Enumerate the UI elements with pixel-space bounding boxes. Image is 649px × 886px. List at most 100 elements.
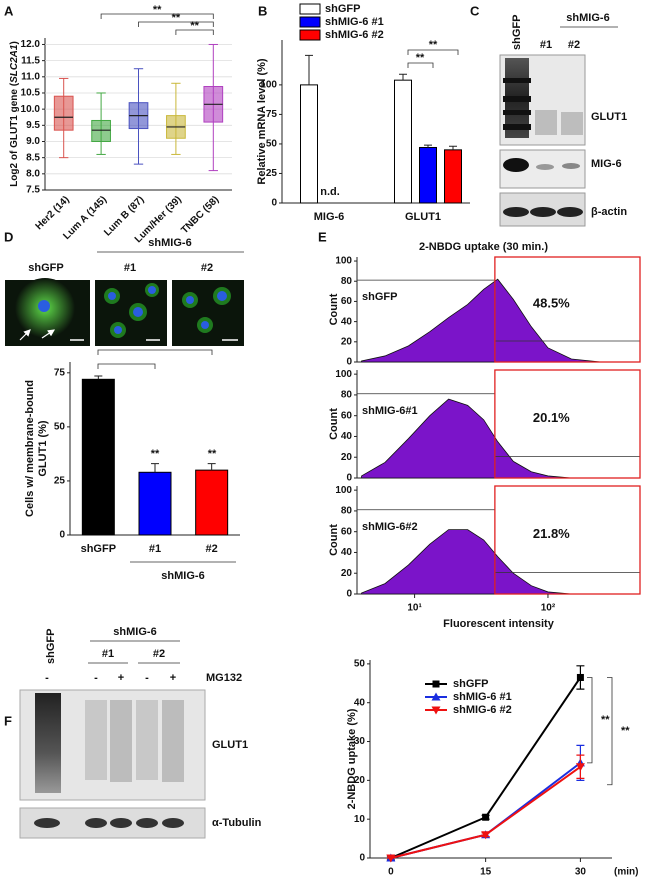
blot-band	[503, 110, 531, 115]
group-label: shMIG-6	[148, 237, 191, 249]
sample-label: shMIG-6#2	[362, 521, 418, 533]
blot-c: shGFP shMIG-6 #1 #2 GLUT1 MIG-6 β-actin	[499, 12, 627, 227]
y-tick-label: 100	[335, 485, 352, 496]
y-tick-label: 20	[341, 452, 353, 463]
y-tick-label: 25	[266, 168, 278, 179]
blot-f: shGFP shMIG-6 #1 #2 - - + - + MG132 GLUT…	[19, 626, 262, 839]
x-tick-label: #2	[206, 543, 218, 555]
significance-label: **	[153, 4, 162, 16]
y-axis-label: Relative mRNA level (%)	[256, 58, 268, 184]
band-label: MIG-6	[591, 158, 622, 170]
y-tick-label: 40	[341, 431, 353, 442]
arrow	[19, 329, 31, 341]
blot-smear	[535, 110, 557, 135]
nucleus	[108, 292, 116, 300]
panel-label: C	[470, 3, 480, 18]
blot-band	[530, 207, 556, 217]
blot-band	[503, 96, 531, 102]
significance-bracket	[138, 21, 214, 27]
y-tick-label: 80	[341, 506, 353, 517]
gate	[494, 256, 641, 363]
y-tick-label: 75	[266, 109, 278, 120]
blot-band	[34, 818, 60, 828]
y-tick-label: 20	[341, 568, 353, 579]
y-tick-label: 80	[341, 276, 353, 287]
y-tick-label: 0	[346, 589, 352, 600]
y-tick-label: 100	[335, 369, 352, 380]
box	[91, 119, 111, 142]
x-tick-label: Her2 (14)	[34, 194, 72, 232]
marker	[431, 706, 441, 715]
gate	[494, 485, 641, 595]
y-tick-label: 11.5	[21, 55, 40, 66]
y-tick-label: 100	[335, 256, 352, 267]
marker	[575, 763, 585, 772]
y-tick-label: 10	[354, 814, 366, 825]
blot-smear	[110, 700, 132, 782]
band-label: β-actin	[591, 206, 627, 218]
y-tick-label: 75	[54, 367, 66, 378]
panel-label: D	[4, 229, 13, 244]
box	[53, 95, 74, 131]
y-axis-label-part: Log2 of GLUT1 gene (	[9, 82, 20, 187]
significance-label: **	[601, 714, 610, 726]
significance-bracket	[97, 349, 213, 355]
nucleus	[133, 307, 143, 317]
legend-label: shMIG-6 #2	[325, 29, 384, 41]
nucleus	[217, 291, 227, 301]
panel-label: F	[4, 713, 12, 728]
treatment-sign: +	[170, 672, 176, 684]
error-bar	[305, 54, 313, 85]
blot-band	[503, 124, 531, 130]
bar	[300, 84, 318, 204]
y-tick-label: 50	[354, 659, 366, 670]
sample-label: shMIG-6#1	[362, 405, 418, 417]
legend-label: shGFP	[325, 3, 360, 15]
y-tick-label: 60	[341, 410, 353, 421]
y-tick-label: 9.5	[26, 120, 40, 131]
y-tick-label: 20	[341, 336, 353, 347]
marker	[482, 813, 490, 821]
significance-bracket	[607, 677, 613, 786]
blot-band	[136, 818, 158, 828]
blot-band	[162, 818, 184, 828]
x-tick-label: 15	[480, 867, 492, 878]
series-line	[390, 762, 582, 859]
image-label: #2	[201, 262, 213, 274]
significance-label: **	[621, 725, 630, 737]
series-line	[390, 765, 581, 859]
nucleus	[201, 321, 209, 329]
y-tick-label: 50	[266, 139, 278, 150]
treatment-sign: +	[118, 672, 124, 684]
significance-label: **	[208, 448, 217, 460]
y-tick-label: 12.0	[21, 39, 41, 50]
nucleus	[38, 300, 50, 312]
y-tick-label: 0	[59, 530, 65, 541]
y-tick-label: 100	[260, 80, 277, 91]
y-tick-label: 0	[346, 473, 352, 484]
x-tick-label: MIG-6	[314, 211, 345, 223]
x-tick-label: 30	[575, 867, 587, 878]
image-label: shGFP	[28, 262, 63, 274]
y-tick-label: 11.0	[21, 71, 40, 82]
lane-label: shGFP	[511, 15, 523, 50]
y-tick-label: 0	[271, 198, 277, 209]
y-tick-label: 0	[346, 357, 352, 368]
marker	[386, 854, 396, 863]
y-tick-label: 7.5	[26, 185, 40, 196]
histogram-area	[361, 529, 602, 595]
y-tick-label: 20	[354, 775, 366, 786]
y-tick-label: 0	[359, 853, 365, 864]
gate	[494, 369, 641, 479]
blot-band	[85, 818, 107, 828]
legend-swatch	[299, 16, 321, 28]
x-tick-label: shGFP	[81, 543, 116, 555]
y-tick-label: 80	[341, 390, 353, 401]
blot-band	[503, 78, 531, 83]
x-tick-label: GLUT1	[405, 211, 441, 223]
significance-label: **	[172, 12, 181, 24]
x-tick-label: 0	[388, 867, 394, 878]
gate-percent: 48.5%	[533, 296, 570, 311]
